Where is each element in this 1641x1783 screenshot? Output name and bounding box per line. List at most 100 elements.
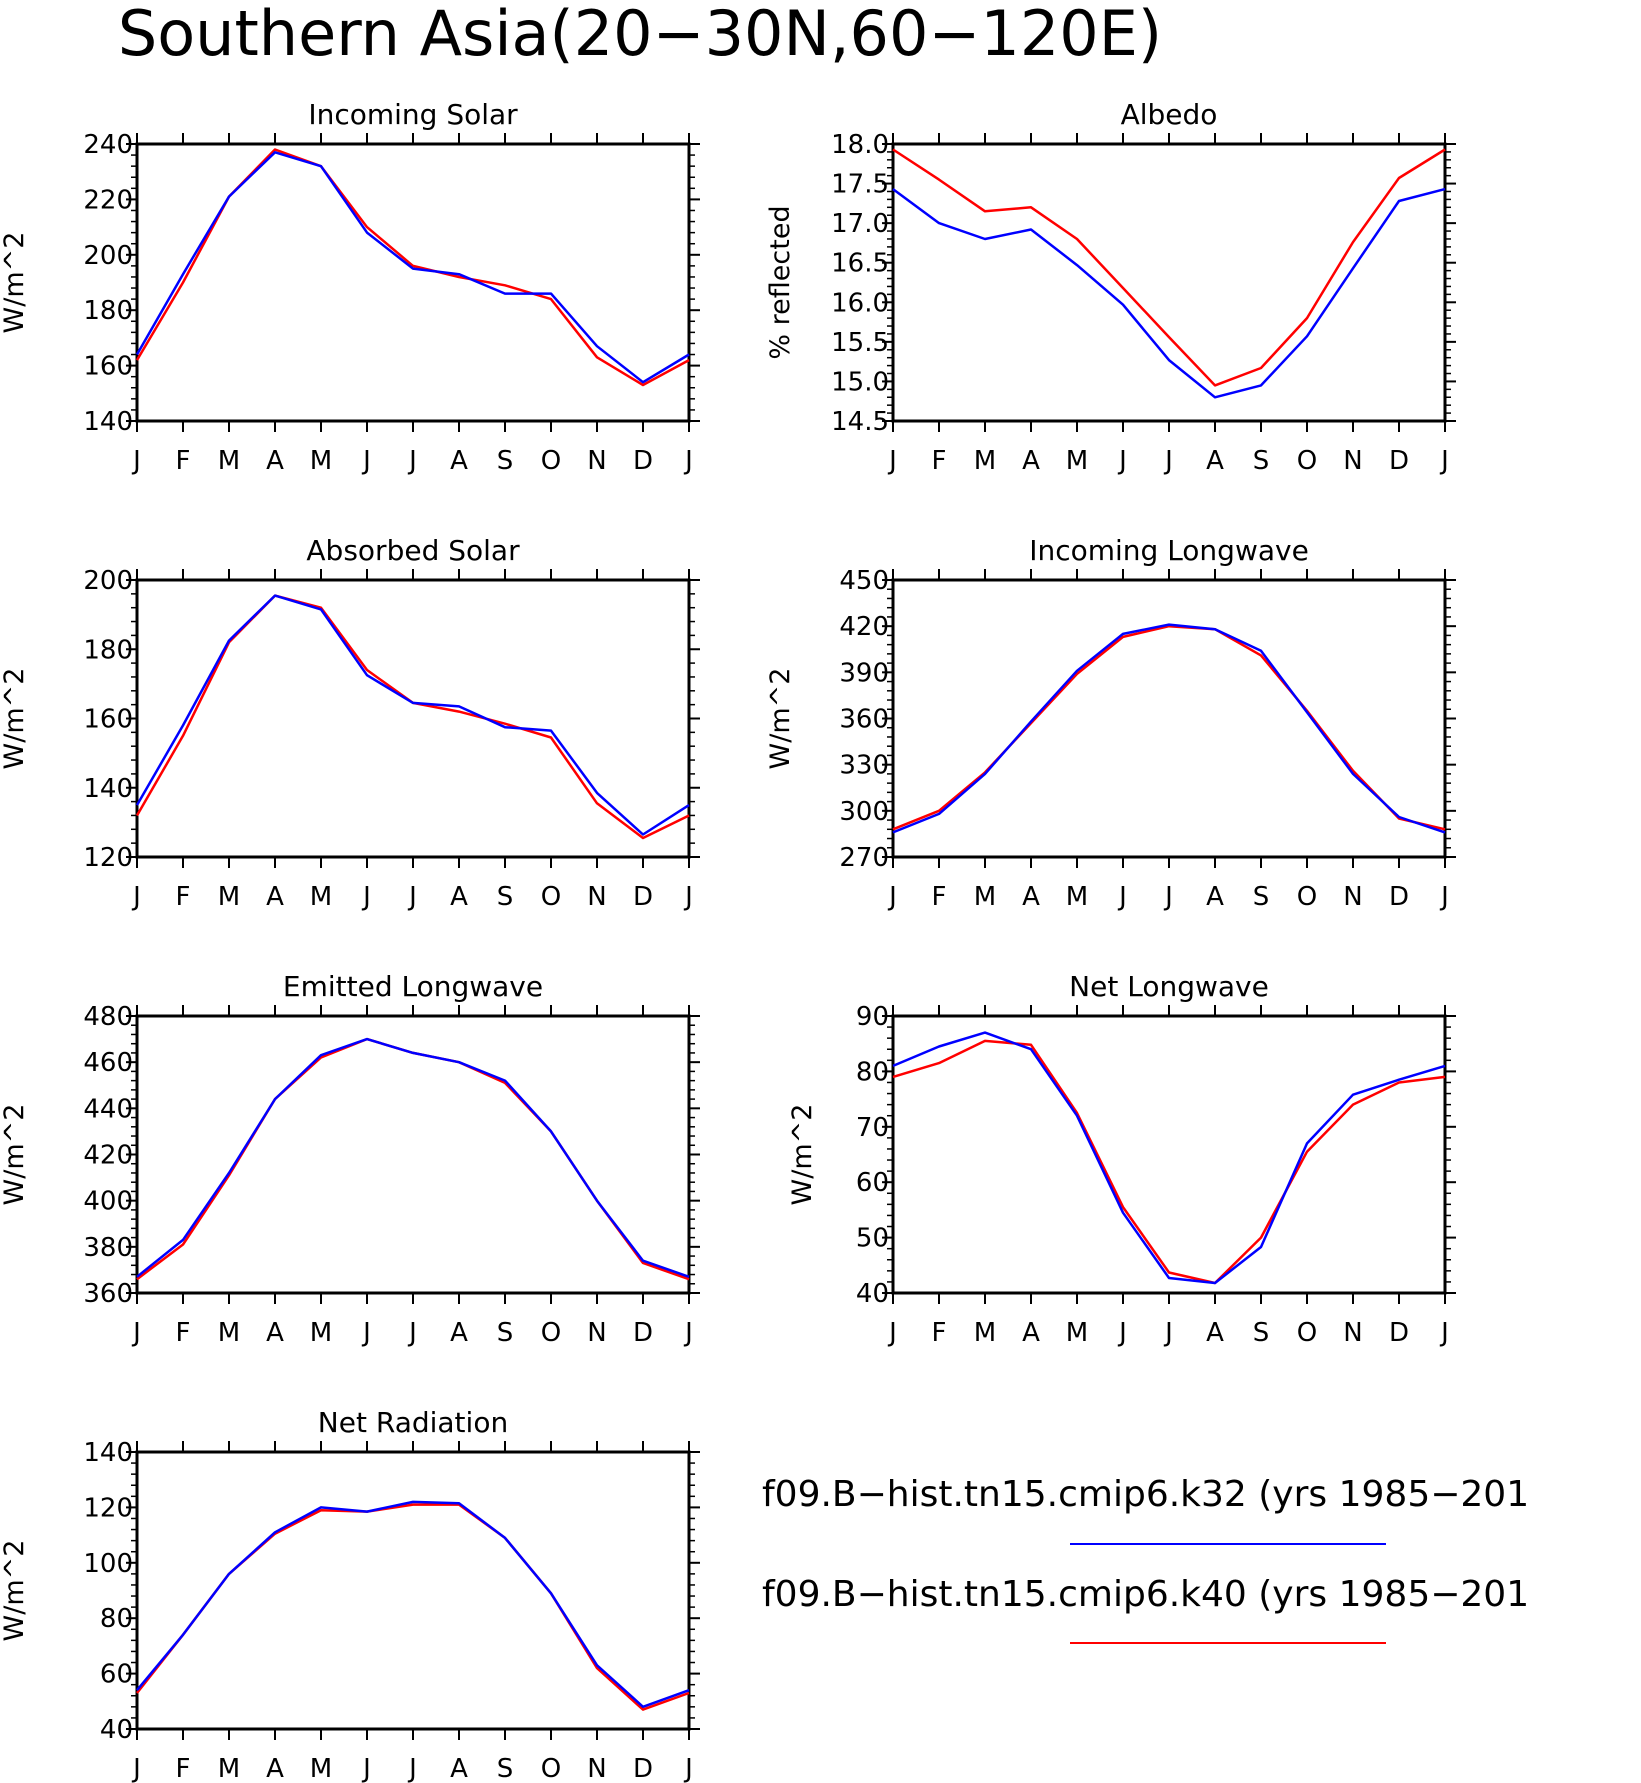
x-tick-label: S bbox=[497, 446, 514, 476]
x-tick-label: J bbox=[683, 1754, 693, 1783]
x-tick-label: A bbox=[1206, 446, 1224, 476]
x-tick-label: N bbox=[587, 882, 606, 912]
x-tick-label: M bbox=[310, 1318, 332, 1348]
x-tick-label: S bbox=[497, 882, 514, 912]
x-tick-label: M bbox=[1066, 1318, 1088, 1348]
y-tick-label: 40 bbox=[100, 1715, 133, 1745]
x-tick-label: N bbox=[1343, 882, 1362, 912]
y-tick-label: 270 bbox=[839, 843, 889, 873]
x-tick-label: J bbox=[131, 1754, 141, 1783]
x-tick-label: D bbox=[633, 1754, 653, 1783]
y-tick-label: 360 bbox=[83, 1279, 133, 1309]
x-tick-label: O bbox=[1297, 882, 1317, 912]
x-tick-label: O bbox=[541, 1754, 561, 1783]
series-line-k32 bbox=[892, 623, 1446, 834]
panel-title: Incoming Longwave bbox=[1029, 534, 1309, 567]
x-tick-label: F bbox=[176, 446, 191, 476]
y-tick-label: 420 bbox=[839, 612, 889, 642]
x-tick-label: J bbox=[1163, 882, 1173, 912]
x-tick-label: J bbox=[131, 446, 141, 476]
series-line-k32 bbox=[135, 594, 690, 836]
x-tick-label: S bbox=[497, 1754, 514, 1783]
x-tick-label: A bbox=[450, 446, 468, 476]
x-tick-label: J bbox=[407, 446, 417, 476]
x-tick-label: J bbox=[887, 446, 897, 476]
y-tick-label: 50 bbox=[856, 1224, 889, 1254]
x-tick-label: N bbox=[1343, 1318, 1362, 1348]
y-tick-label: 360 bbox=[839, 705, 889, 735]
y-tick-label: 180 bbox=[83, 635, 133, 665]
series-line-k40 bbox=[892, 624, 1446, 831]
series-line-k32 bbox=[892, 1031, 1446, 1285]
plot-frame bbox=[135, 1014, 691, 1295]
x-tick-label: N bbox=[1343, 446, 1362, 476]
x-tick-label: A bbox=[450, 882, 468, 912]
y-tick-label: 440 bbox=[83, 1094, 133, 1124]
x-tick-label: F bbox=[176, 1318, 191, 1348]
y-tick-label: 240 bbox=[83, 130, 133, 160]
panel-title: Net Radiation bbox=[318, 1406, 508, 1439]
x-tick-label: N bbox=[587, 1318, 606, 1348]
x-tick-label: J bbox=[1439, 882, 1449, 912]
x-tick-label: M bbox=[218, 1754, 240, 1783]
y-tick-label: 140 bbox=[83, 774, 133, 804]
x-tick-label: J bbox=[407, 882, 417, 912]
x-tick-label: J bbox=[361, 446, 371, 476]
x-tick-label: F bbox=[176, 882, 191, 912]
x-tick-label: M bbox=[974, 882, 996, 912]
y-tick-label: 70 bbox=[856, 1113, 889, 1143]
y-tick-label: 16.5 bbox=[831, 249, 889, 279]
x-tick-label: J bbox=[683, 446, 693, 476]
x-tick-label: F bbox=[932, 1318, 947, 1348]
x-tick-label: J bbox=[361, 882, 371, 912]
x-tick-label: D bbox=[1389, 882, 1409, 912]
figure-title: Southern Asia(20−30N,60−120E) bbox=[118, 0, 1162, 70]
y-tick-label: 380 bbox=[83, 1233, 133, 1263]
y-tick-label: 330 bbox=[839, 751, 889, 781]
y-tick-label: 80 bbox=[100, 1604, 133, 1634]
x-tick-label: J bbox=[1439, 446, 1449, 476]
y-tick-label: 220 bbox=[83, 185, 133, 215]
y-tick-label: 17.0 bbox=[831, 209, 889, 239]
x-tick-label: A bbox=[266, 446, 284, 476]
y-tick-label: 140 bbox=[83, 1438, 133, 1468]
x-tick-label: J bbox=[1117, 446, 1127, 476]
legend-label-k32: f09.B−hist.tn15.cmip6.k32 (yrs 1985−201 bbox=[762, 1474, 1529, 1515]
y-axis-label: W/m^2 bbox=[765, 668, 796, 770]
x-tick-label: A bbox=[450, 1318, 468, 1348]
legend: f09.B−hist.tn15.cmip6.k32 (yrs 1985−201 … bbox=[762, 1474, 1529, 1644]
x-tick-label: S bbox=[1253, 446, 1270, 476]
series-line-k32 bbox=[136, 1500, 690, 1709]
y-axis-label: % reflected bbox=[765, 205, 796, 359]
x-tick-label: A bbox=[1022, 446, 1040, 476]
x-tick-label: S bbox=[1253, 1318, 1270, 1348]
plot-frame bbox=[891, 578, 1447, 859]
x-tick-label: M bbox=[310, 446, 332, 476]
x-tick-label: J bbox=[683, 882, 693, 912]
y-tick-label: 200 bbox=[83, 566, 133, 596]
y-tick-label: 400 bbox=[83, 1187, 133, 1217]
y-tick-label: 120 bbox=[83, 843, 133, 873]
x-tick-label: D bbox=[1389, 1318, 1409, 1348]
y-axis-label: W/m^2 bbox=[787, 1104, 818, 1206]
x-tick-label: M bbox=[1066, 446, 1088, 476]
y-tick-label: 18.0 bbox=[831, 130, 889, 160]
x-tick-label: O bbox=[1297, 446, 1317, 476]
panel-title: Emitted Longwave bbox=[283, 970, 543, 1003]
y-tick-label: 200 bbox=[83, 241, 133, 271]
x-tick-label: M bbox=[974, 446, 996, 476]
plot-frame bbox=[891, 1014, 1447, 1295]
x-tick-label: S bbox=[497, 1318, 514, 1348]
y-tick-label: 140 bbox=[83, 407, 133, 437]
y-tick-label: 300 bbox=[839, 797, 889, 827]
y-tick-label: 15.0 bbox=[831, 367, 889, 397]
series-line-k40 bbox=[136, 1503, 690, 1711]
x-tick-label: J bbox=[361, 1318, 371, 1348]
y-tick-label: 15.5 bbox=[831, 328, 889, 358]
y-axis-label: W/m^2 bbox=[0, 668, 30, 770]
x-tick-label: J bbox=[1163, 1318, 1173, 1348]
y-tick-label: 14.5 bbox=[831, 407, 889, 437]
